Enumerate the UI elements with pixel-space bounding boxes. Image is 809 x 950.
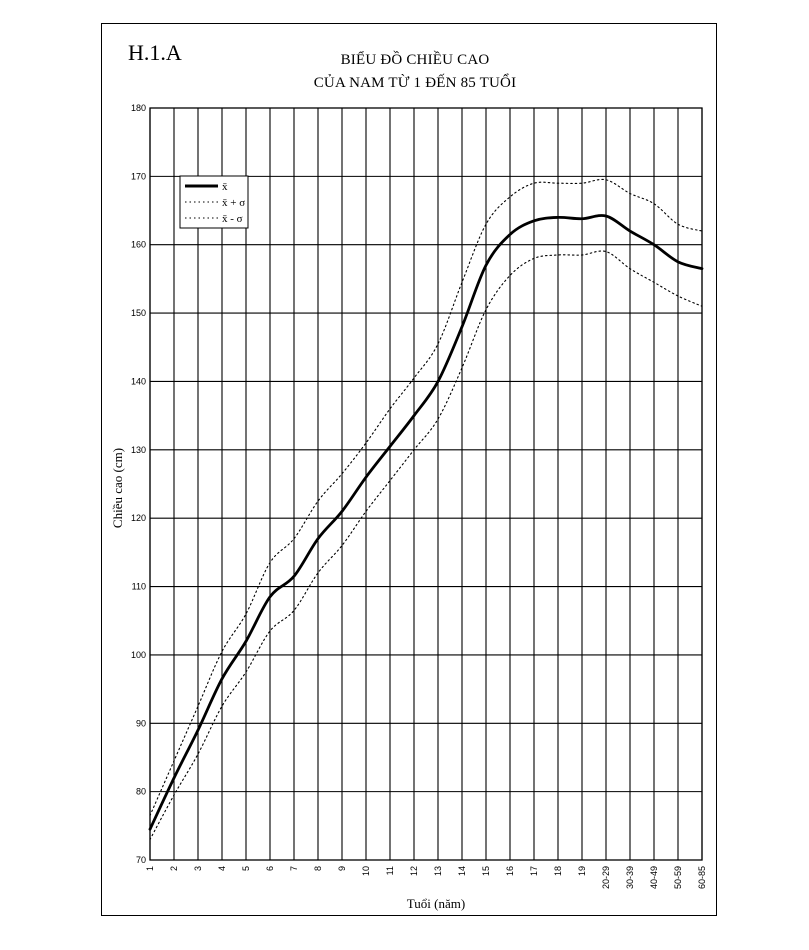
y-tick-label: 80 <box>136 787 146 797</box>
x-tick-label: 50-59 <box>673 866 683 889</box>
series-line-2 <box>149 250 703 841</box>
y-tick-label: 70 <box>136 855 146 865</box>
figure-frame <box>101 23 717 916</box>
x-tick-label: 11 <box>385 866 395 875</box>
y-tick-label: 150 <box>131 308 146 318</box>
y-axis-title: Chiều cao (cm) <box>110 448 125 528</box>
legend-label-2: x̄ - σ <box>222 213 243 225</box>
figure-label: H.1.A <box>128 40 182 65</box>
x-tick-label: 7 <box>289 866 299 871</box>
chart-title-line1: BIỂU ĐỒ CHIỀU CAO <box>340 52 490 68</box>
x-tick-label: 18 <box>553 866 563 876</box>
y-tick-label: 100 <box>131 650 146 660</box>
y-tick-label: 90 <box>136 718 146 728</box>
x-tick-label: 14 <box>457 866 467 876</box>
x-tick-label: 16 <box>505 866 515 876</box>
x-tick-label: 1 <box>145 866 155 871</box>
x-tick-label: 12 <box>409 866 419 876</box>
x-tick-label: 13 <box>433 866 443 876</box>
y-tick-label: 120 <box>131 513 146 523</box>
x-tick-label: 40-49 <box>649 866 659 889</box>
x-tick-label: 60-85 <box>697 866 707 889</box>
x-tick-label: 10 <box>361 866 371 876</box>
chart-title-line2: CỦA NAM TỪ 1 ĐẾN 85 TUỔI <box>313 75 517 91</box>
x-tick-label: 8 <box>313 866 323 871</box>
x-tick-label: 9 <box>337 866 347 871</box>
plot-border <box>149 107 703 861</box>
x-tick-label: 30-39 <box>625 866 635 889</box>
x-tick-label: 19 <box>577 866 587 876</box>
legend-label-0: x̄ <box>222 181 228 193</box>
legend-label-1: x̄ + σ <box>222 197 245 209</box>
x-tick-label: 3 <box>193 866 203 871</box>
y-tick-label: 170 <box>131 171 146 181</box>
y-tick-label: 110 <box>132 582 146 592</box>
x-tick-label: 6 <box>265 866 275 871</box>
series-line-1 <box>149 178 703 817</box>
x-tick-label: 2 <box>169 866 179 871</box>
y-tick-label: 160 <box>131 240 146 250</box>
y-tick-label: 180 <box>131 103 146 113</box>
x-tick-label: 17 <box>529 866 539 876</box>
series-line-0 <box>148 214 704 831</box>
x-tick-label: 15 <box>481 866 491 876</box>
x-tick-label: 4 <box>217 866 227 871</box>
x-tick-label: 20-29 <box>601 866 611 889</box>
y-tick-label: 140 <box>131 376 146 386</box>
x-axis-title: Tuổi (năm) <box>407 896 465 911</box>
y-tick-label: 130 <box>131 445 146 455</box>
x-tick-label: 5 <box>241 866 251 871</box>
